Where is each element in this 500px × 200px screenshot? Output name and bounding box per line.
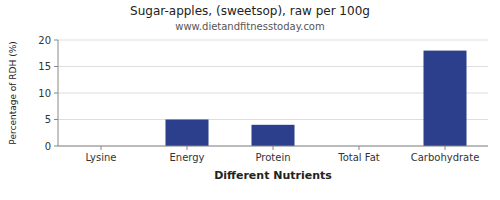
x-axis: Lysine Energy Protein Total Fat Carbohydrate	[58, 146, 488, 163]
y-tick-label: 20	[38, 35, 51, 46]
grid	[58, 40, 488, 146]
y-axis-line	[58, 40, 59, 146]
bar	[424, 51, 467, 146]
x-tick-label: Protein	[255, 152, 290, 163]
x-tick-label: Energy	[169, 152, 204, 163]
x-axis-label: Different Nutrients	[214, 169, 332, 182]
y-axis: 0 5 10 15 20	[38, 35, 58, 152]
chart-container: Sugar-apples, (sweetsop), raw per 100g ww…	[0, 0, 500, 200]
x-tick	[445, 146, 446, 150]
bar	[252, 125, 295, 146]
x-tick-label: Lysine	[85, 152, 116, 163]
y-tick	[54, 146, 58, 147]
grid-line	[58, 40, 488, 41]
y-axis-label: Percentage of RDH (%)	[8, 41, 18, 144]
x-tick	[187, 146, 188, 150]
bar	[166, 120, 209, 147]
y-tick	[54, 40, 58, 41]
y-tick-label: 10	[38, 88, 51, 99]
bars	[166, 51, 467, 146]
x-tick-label: Total Fat	[337, 152, 379, 163]
x-tick-label: Carbohydrate	[411, 152, 480, 163]
y-tick-label: 15	[38, 61, 51, 72]
x-tick	[101, 146, 102, 150]
x-tick	[273, 146, 274, 150]
chart: Sugar-apples, (sweetsop), raw per 100g ww…	[0, 0, 500, 200]
y-tick	[54, 66, 58, 67]
subtitle: www.dietandfitnesstoday.com	[175, 21, 324, 32]
y-tick-label: 5	[45, 114, 51, 125]
y-tick	[54, 119, 58, 120]
y-tick	[54, 93, 58, 94]
x-tick	[359, 146, 360, 150]
title: Sugar-apples, (sweetsop), raw per 100g	[130, 4, 370, 18]
y-tick-label: 0	[45, 141, 51, 152]
